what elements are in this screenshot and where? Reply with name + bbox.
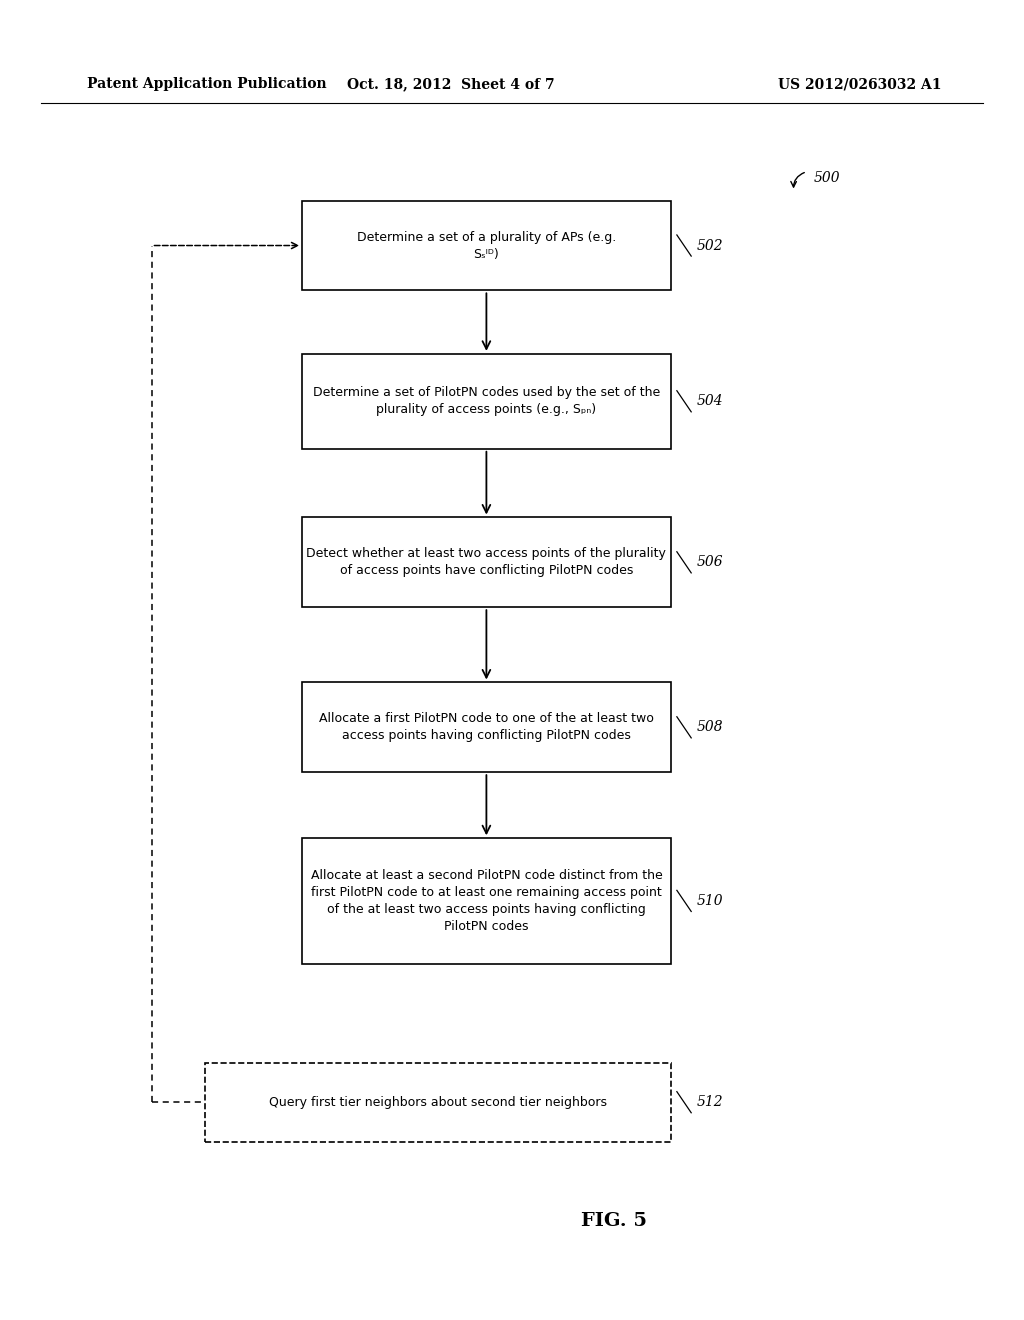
Text: Allocate at least a second PilotPN code distinct from the
first PilotPN code to : Allocate at least a second PilotPN code … xyxy=(310,869,663,933)
Text: Determine a set of PilotPN codes used by the set of the
plurality of access poin: Determine a set of PilotPN codes used by… xyxy=(312,387,660,416)
FancyBboxPatch shape xyxy=(302,838,671,964)
Text: 504: 504 xyxy=(696,395,723,408)
Text: 506: 506 xyxy=(696,556,723,569)
Text: 502: 502 xyxy=(696,239,723,252)
Text: Query first tier neighbors about second tier neighbors: Query first tier neighbors about second … xyxy=(268,1096,607,1109)
Text: 500: 500 xyxy=(814,172,841,185)
Text: 508: 508 xyxy=(696,721,723,734)
FancyBboxPatch shape xyxy=(302,201,671,290)
FancyBboxPatch shape xyxy=(302,354,671,449)
Text: Patent Application Publication: Patent Application Publication xyxy=(87,78,327,91)
Text: Detect whether at least two access points of the plurality
of access points have: Detect whether at least two access point… xyxy=(306,548,667,577)
FancyBboxPatch shape xyxy=(205,1063,671,1142)
Text: 510: 510 xyxy=(696,894,723,908)
Text: Allocate a first PilotPN code to one of the at least two
access points having co: Allocate a first PilotPN code to one of … xyxy=(318,713,654,742)
Text: 512: 512 xyxy=(696,1096,723,1109)
Text: FIG. 5: FIG. 5 xyxy=(582,1212,647,1230)
Text: Oct. 18, 2012  Sheet 4 of 7: Oct. 18, 2012 Sheet 4 of 7 xyxy=(347,78,554,91)
FancyBboxPatch shape xyxy=(302,682,671,772)
Text: US 2012/0263032 A1: US 2012/0263032 A1 xyxy=(778,78,942,91)
FancyBboxPatch shape xyxy=(302,517,671,607)
Text: Determine a set of a plurality of APs (e.g.
Sₛᴵᴰ): Determine a set of a plurality of APs (e… xyxy=(356,231,616,260)
